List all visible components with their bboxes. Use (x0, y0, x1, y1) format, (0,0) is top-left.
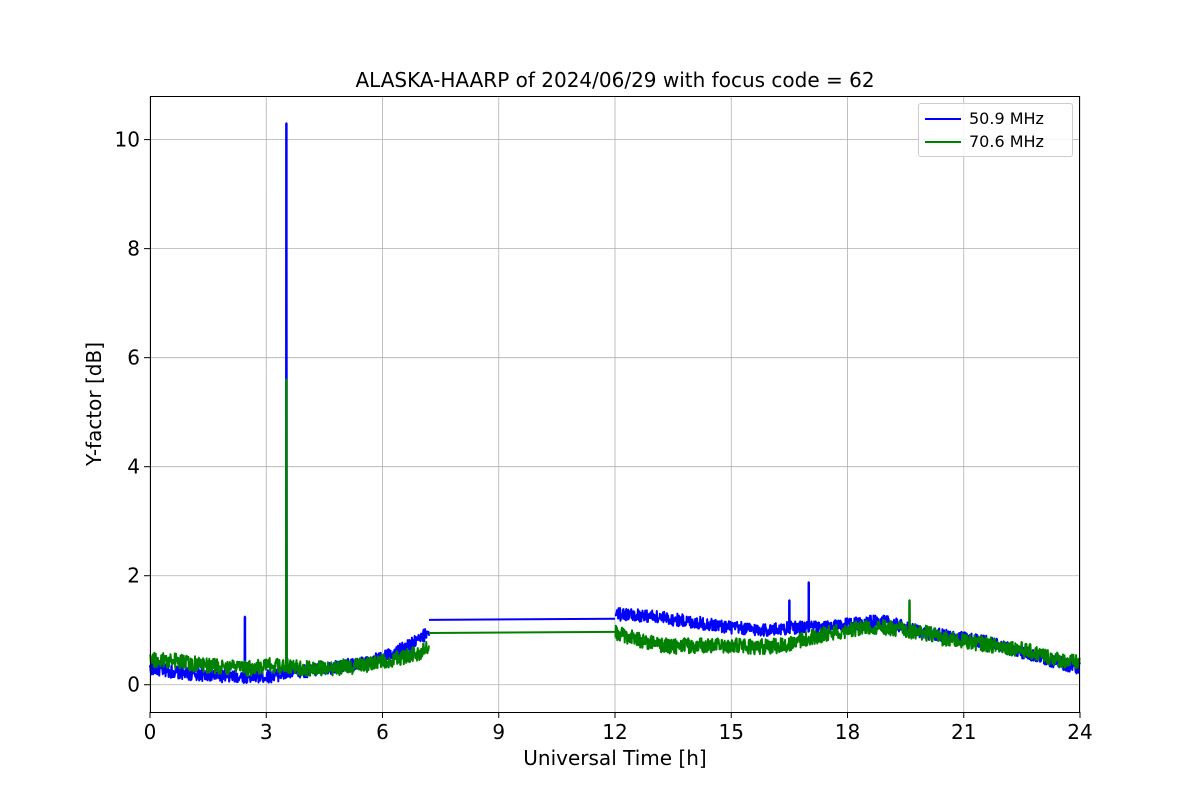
series-line (149, 378, 1081, 677)
x-axis-label: Universal Time [h] (523, 746, 707, 770)
chart-title: ALASKA-HAARP of 2024/06/29 with focus co… (355, 68, 875, 92)
legend-label: 70.6 MHz (969, 132, 1044, 151)
x-tick-label: 21 (951, 720, 976, 744)
x-tick-label: 15 (719, 720, 744, 744)
y-tick-label: 6 (127, 346, 140, 370)
series-70-6-mhz (149, 378, 1081, 677)
x-tick-label: 6 (376, 720, 389, 744)
y-tick-label: 2 (127, 564, 140, 588)
x-tick-label: 9 (492, 720, 505, 744)
x-tick-label: 12 (602, 720, 627, 744)
y-axis-label: Y-factor [dB] (82, 341, 106, 467)
x-tick-label: 0 (144, 720, 157, 744)
y-tick-label: 8 (127, 237, 140, 261)
x-tick-label: 3 (260, 720, 273, 744)
y-tick-label: 10 (115, 128, 140, 152)
x-tick-label: 18 (835, 720, 860, 744)
y-tick-label: 0 (127, 673, 140, 697)
legend-swatch-blue (925, 118, 961, 120)
series-gap-bridge (428, 630, 616, 634)
y-tick-label: 4 (127, 455, 140, 479)
series-gap-bridge (428, 617, 616, 621)
series-layer (149, 122, 1081, 684)
legend-label: 50.9 MHz (969, 109, 1044, 128)
legend-entry-50-9-mhz: 50.9 MHz (919, 109, 1072, 129)
legend-entry-70-6-mhz: 70.6 MHz (919, 132, 1072, 152)
legend: 50.9 MHz 70.6 MHz (918, 103, 1073, 157)
legend-swatch-green (925, 141, 961, 143)
x-tick-label: 24 (1067, 720, 1092, 744)
